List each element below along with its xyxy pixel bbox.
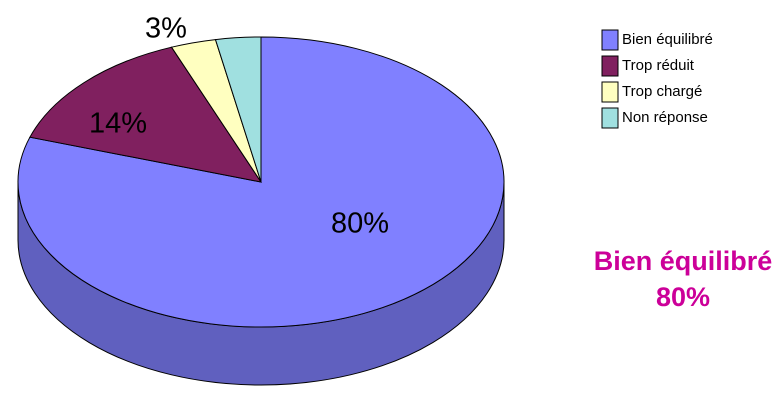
legend-swatch [601,55,619,77]
data-label: 3% [145,13,187,45]
data-label: 80% [331,208,389,240]
data-label: 14% [89,108,147,140]
pie-slice [29,46,263,183]
legend-label: Bien équilibré [622,31,713,48]
legend-label: Trop réduit [622,57,695,74]
pie-slice [17,36,505,328]
legend-label: Non réponse [622,109,708,126]
legend-label: Trop chargé [622,83,702,100]
legend-swatch [601,107,619,129]
legend-swatch [601,29,619,51]
annotation-value: 80% [656,282,710,312]
pie-slice [214,36,262,183]
annotation-title: Bien équilibré [594,246,773,276]
legend-swatch [601,81,619,103]
